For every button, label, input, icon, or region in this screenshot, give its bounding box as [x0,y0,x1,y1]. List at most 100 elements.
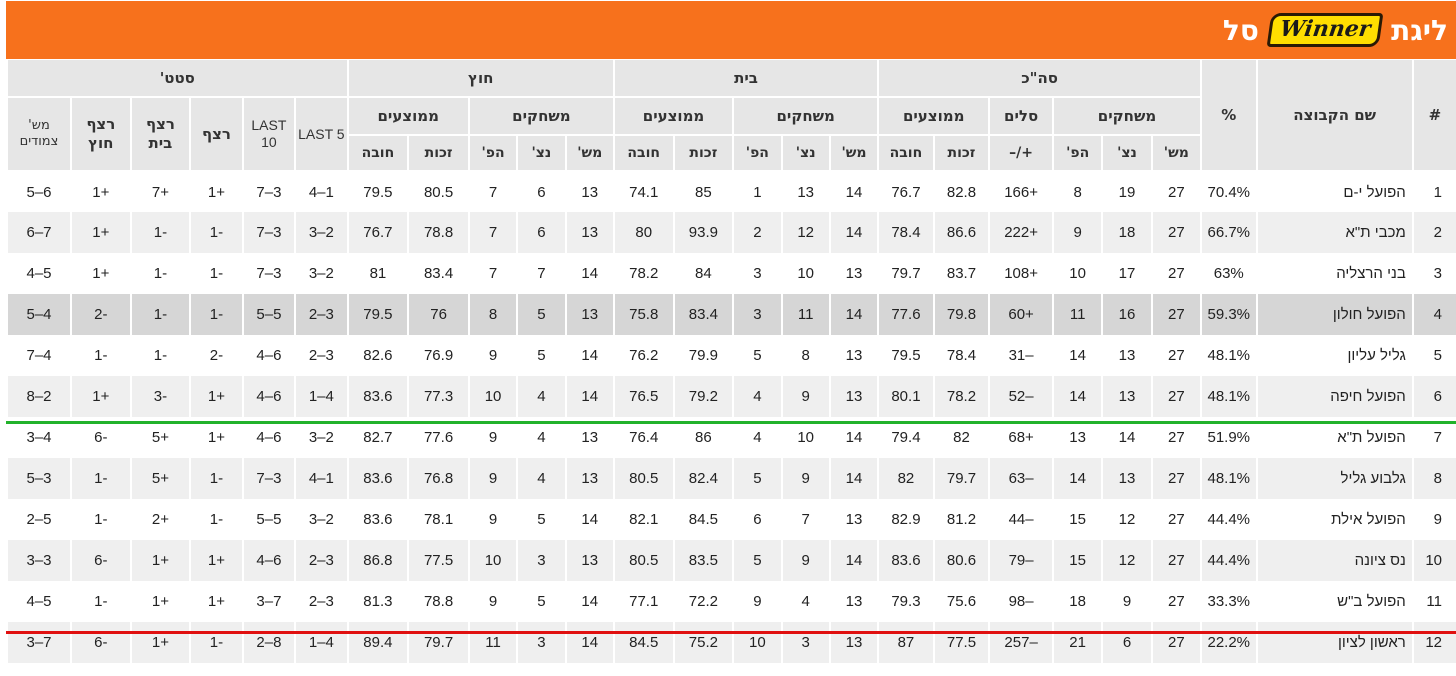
away-for-cell: 77.5 [407,540,469,581]
away-played-cell: 13 [564,171,614,212]
last5-cell: 2–3 [294,499,348,540]
col-total-against-header[interactable]: חובה [877,135,934,172]
total-played-cell: 27 [1150,376,1201,417]
last10-cell: 3–7 [241,458,296,499]
total-won-cell: 13 [1101,335,1152,376]
table-row[interactable]: 3 בני הרצליה 63% 27 17 10 +108 83.7 79.7 13 10 3 84 7… [6,253,1456,294]
col-team-header[interactable]: שם הקבוצה [1255,60,1413,172]
table-row[interactable]: 12 ראשון לציון 22.2% 27 6 21 –257 77.5 87 13 3 10 75… [6,622,1456,663]
home-against-cell: 76.2 [612,335,674,376]
col-tied-games-header[interactable]: מש' צמודים [6,97,71,172]
home-won-cell: 10 [780,253,830,294]
total-lost-cell: 9 [1051,212,1103,253]
home-streak-cell: -1 [129,212,191,253]
home-for-cell: 79.9 [672,335,734,376]
col-streak-header[interactable]: רצף [189,97,243,172]
team-name-cell[interactable]: גלבוע גליל [1255,458,1413,499]
total-for-cell: 78.4 [932,335,990,376]
team-name-cell[interactable]: ראשון לציון [1255,622,1413,663]
home-against-cell: 78.2 [612,253,674,294]
team-name-cell[interactable]: הפועל חיפה [1255,376,1413,417]
home-for-cell: 83.4 [672,294,734,335]
col-away-played-header[interactable]: מש' [564,135,614,172]
team-name-cell[interactable]: מכבי ת"א [1255,212,1413,253]
table-row[interactable]: 8 גלבוע גליל 48.1% 27 13 14 –63 79.7 82 14 9 5 82.4 8… [6,458,1456,499]
away-games-header: משחקים [467,97,614,136]
team-name-cell[interactable]: הפועל אילת [1255,499,1413,540]
home-streak-cell: +1 [129,581,191,622]
total-lost-cell: 15 [1051,540,1103,581]
col-last5-header[interactable]: LAST 5 [294,97,348,172]
total-won-cell: 18 [1101,212,1152,253]
col-total-for-header[interactable]: זכות [932,135,990,172]
home-won-cell: 3 [780,622,830,663]
table-row[interactable]: 11 הפועל ב"ש 33.3% 27 9 18 –98 75.6 79.3 13 4 9 72.2… [6,581,1456,622]
table-row[interactable]: 2 מכבי ת"א 66.7% 27 18 9 +222 86.6 78.4 14 12 2 93.9… [6,212,1456,253]
table-row[interactable]: 9 הפועל אילת 44.4% 27 12 15 –44 81.2 82.9 13 7 6 84.… [6,499,1456,540]
away-lost-cell: 10 [467,540,518,581]
table-row[interactable]: 6 הפועל חיפה 48.1% 27 13 14 –52 78.2 80.1 13 9 4 79.… [6,376,1456,417]
col-away-won-header[interactable]: נצ' [516,135,566,172]
home-against-cell: 75.8 [612,294,674,335]
away-streak-cell: +1 [69,376,131,417]
streak-cell: -1 [189,499,243,540]
col-home-for-header[interactable]: זכות [672,135,734,172]
total-diff-cell: –31 [988,335,1053,376]
home-streak-cell: -3 [129,376,191,417]
win-pct-cell: 48.1% [1200,376,1257,417]
streak-cell: -1 [189,212,243,253]
win-pct-cell: 33.3% [1200,581,1257,622]
col-away-for-header[interactable]: זכות [407,135,469,172]
team-name-cell[interactable]: הפועל י-ם [1255,171,1413,212]
home-lost-cell: 4 [732,376,782,417]
away-for-cell: 79.7 [407,622,469,663]
col-pos-header[interactable]: # [1411,60,1456,172]
col-total-lost-header[interactable]: הפ' [1051,135,1103,172]
home-streak-cell: +2 [129,499,191,540]
team-name-cell[interactable]: נס ציונה [1255,540,1413,581]
col-total-won-header[interactable]: נצ' [1101,135,1152,172]
total-diff-cell: –52 [988,376,1053,417]
last10-cell: 3–7 [241,171,296,212]
col-home-lost-header[interactable]: הפ' [732,135,782,172]
total-against-cell: 82.9 [877,499,934,540]
team-name-cell[interactable]: הפועל חולון [1255,294,1413,335]
col-home-against-header[interactable]: חובה [612,135,674,172]
away-lost-cell: 9 [467,335,518,376]
away-streak-cell: -1 [69,335,131,376]
total-won-cell: 12 [1101,540,1152,581]
table-row[interactable]: 4 הפועל חולון 59.3% 27 16 11 +60 79.8 77.6 14 11 3 8… [6,294,1456,335]
total-against-cell: 80.1 [877,376,934,417]
col-away-against-header[interactable]: חובה [346,135,409,172]
table-row[interactable]: 10 נס ציונה 44.4% 27 12 15 –79 80.6 83.6 14 9 5 83.5… [6,540,1456,581]
col-pct-header[interactable]: % [1200,60,1257,172]
col-away-streak-header[interactable]: רצף חוץ [69,97,131,172]
team-name-cell[interactable]: בני הרצליה [1255,253,1413,294]
total-played-cell: 27 [1150,581,1201,622]
table-row[interactable]: 5 גליל עליון 48.1% 27 13 14 –31 78.4 79.5 13 8 5 79.… [6,335,1456,376]
home-averages-header: ממוצעים [612,97,734,136]
away-lost-cell: 7 [467,171,518,212]
rank-cell: 3 [1411,253,1456,294]
col-home-played-header[interactable]: מש' [828,135,879,172]
col-home-won-header[interactable]: נצ' [780,135,830,172]
total-diff-cell: +222 [988,212,1053,253]
last5-cell: 2–3 [294,253,348,294]
team-name-cell[interactable]: גליל עליון [1255,335,1413,376]
table-row[interactable]: 1 הפועל י-ם 70.4% 27 19 8 +166 82.8 76.7 14 13 1 85 7… [6,171,1456,212]
home-against-cell: 82.1 [612,499,674,540]
total-baskets-header: סלים [988,97,1053,136]
home-lost-cell: 5 [732,540,782,581]
team-name-cell[interactable]: הפועל ב"ש [1255,581,1413,622]
away-won-cell: 5 [516,294,566,335]
col-away-lost-header[interactable]: הפ' [467,135,518,172]
col-home-streak-header[interactable]: רצף בית [129,97,191,172]
total-diff-cell: –98 [988,581,1053,622]
total-won-cell: 13 [1101,376,1152,417]
total-for-cell: 79.7 [932,458,990,499]
away-won-cell: 4 [516,458,566,499]
total-lost-cell: 14 [1051,458,1103,499]
col-total-diff-header[interactable]: +/– [988,135,1053,172]
col-total-played-header[interactable]: מש' [1150,135,1201,172]
col-last10-header[interactable]: LAST 10 [241,97,296,172]
